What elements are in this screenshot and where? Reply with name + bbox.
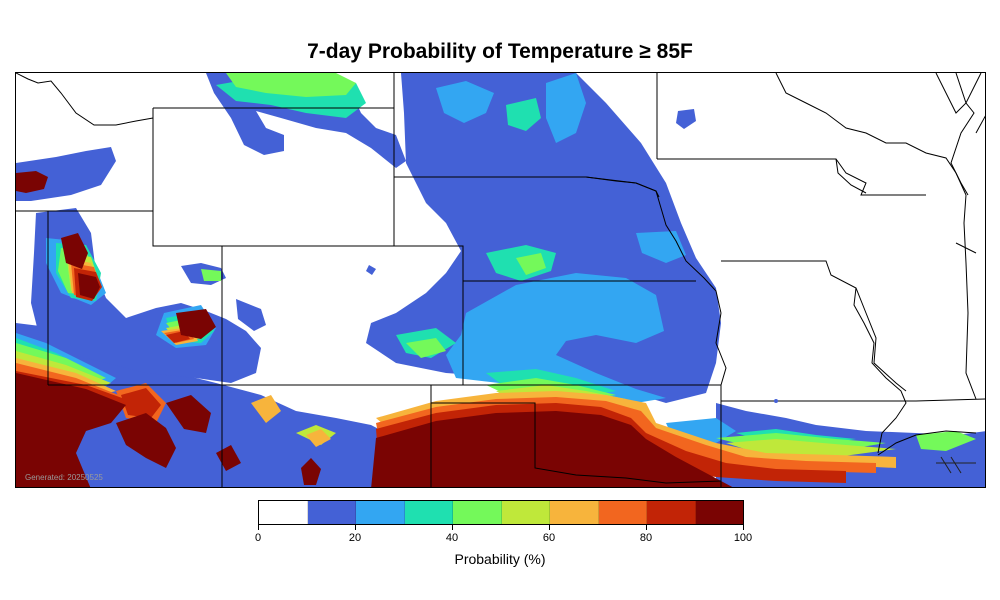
colorbar-segment (307, 501, 356, 524)
river-borders (16, 73, 982, 454)
colorbar-tick (355, 525, 356, 530)
station-marker (774, 399, 976, 474)
colorbar-tick-label: 40 (445, 532, 459, 544)
colorbar-tick-label: 60 (542, 532, 556, 544)
colorbar-tick (258, 525, 259, 530)
map-title: 7-day Probability of Temperature ≥ 85F (307, 40, 693, 63)
colorbar-segment (550, 501, 599, 524)
probability-colorbar (258, 500, 744, 525)
colorbar-tick-label: 100 (733, 532, 753, 544)
colorbar-segment (695, 501, 743, 524)
colorbar-segment (598, 501, 647, 524)
colorbar-tick (743, 525, 744, 530)
colorbar-segment (404, 501, 453, 524)
colorbar-segment (501, 501, 550, 524)
generated-timestamp: Generated: 20250525 (25, 473, 103, 482)
colorbar-segment (259, 501, 308, 524)
colorbar-tick (646, 525, 647, 530)
colorbar-tick-label: 20 (348, 532, 362, 544)
colorbar-tick-label: 80 (639, 532, 653, 544)
probability-map (15, 72, 986, 488)
state-boundaries (16, 73, 985, 487)
colorbar-tick (549, 525, 550, 530)
colorbar-tick (452, 525, 453, 530)
colorbar-label: Probability (%) (454, 551, 546, 567)
map-canvas (16, 73, 985, 487)
colorbar-tick-label: 0 (254, 532, 262, 544)
colorbar-segment (453, 501, 502, 524)
colorbar-segment (356, 501, 405, 524)
colorbar-segment (647, 501, 696, 524)
